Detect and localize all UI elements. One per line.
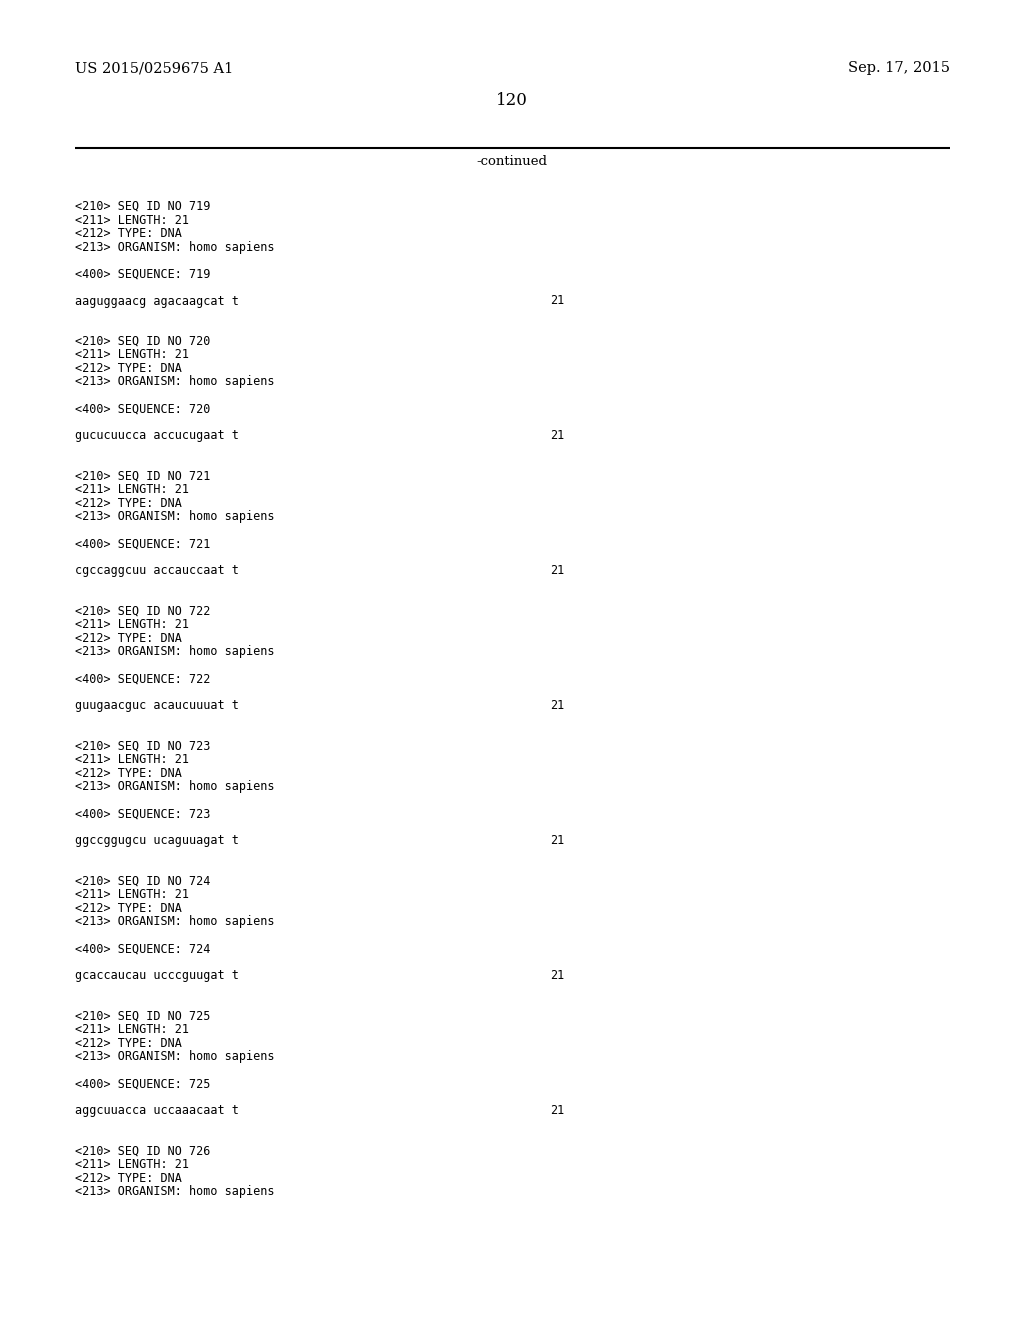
Text: ggccggugcu ucaguuagat t: ggccggugcu ucaguuagat t (75, 834, 239, 847)
Text: <213> ORGANISM: homo sapiens: <213> ORGANISM: homo sapiens (75, 240, 274, 253)
Text: <210> SEQ ID NO 724: <210> SEQ ID NO 724 (75, 875, 210, 888)
Text: <212> TYPE: DNA: <212> TYPE: DNA (75, 362, 182, 375)
Text: <213> ORGANISM: homo sapiens: <213> ORGANISM: homo sapiens (75, 1051, 274, 1064)
Text: 21: 21 (550, 969, 564, 982)
Text: <210> SEQ ID NO 725: <210> SEQ ID NO 725 (75, 1010, 210, 1023)
Text: <213> ORGANISM: homo sapiens: <213> ORGANISM: homo sapiens (75, 916, 274, 928)
Text: gcaccaucau ucccguugat t: gcaccaucau ucccguugat t (75, 969, 239, 982)
Text: <211> LENGTH: 21: <211> LENGTH: 21 (75, 483, 189, 496)
Text: <210> SEQ ID NO 726: <210> SEQ ID NO 726 (75, 1144, 210, 1158)
Text: <400> SEQUENCE: 723: <400> SEQUENCE: 723 (75, 808, 210, 821)
Text: <212> TYPE: DNA: <212> TYPE: DNA (75, 498, 182, 510)
Text: <212> TYPE: DNA: <212> TYPE: DNA (75, 1172, 182, 1185)
Text: Sep. 17, 2015: Sep. 17, 2015 (848, 61, 950, 75)
Text: <211> LENGTH: 21: <211> LENGTH: 21 (75, 348, 189, 362)
Text: <210> SEQ ID NO 721: <210> SEQ ID NO 721 (75, 470, 210, 483)
Text: <211> LENGTH: 21: <211> LENGTH: 21 (75, 754, 189, 767)
Text: <213> ORGANISM: homo sapiens: <213> ORGANISM: homo sapiens (75, 780, 274, 793)
Text: 21: 21 (550, 834, 564, 847)
Text: <212> TYPE: DNA: <212> TYPE: DNA (75, 1038, 182, 1049)
Text: <212> TYPE: DNA: <212> TYPE: DNA (75, 227, 182, 240)
Text: aggcuuacca uccaaacaat t: aggcuuacca uccaaacaat t (75, 1105, 239, 1118)
Text: <213> ORGANISM: homo sapiens: <213> ORGANISM: homo sapiens (75, 1185, 274, 1199)
Text: 21: 21 (550, 294, 564, 308)
Text: <400> SEQUENCE: 722: <400> SEQUENCE: 722 (75, 672, 210, 685)
Text: aaguggaacg agacaagcat t: aaguggaacg agacaagcat t (75, 294, 239, 308)
Text: <211> LENGTH: 21: <211> LENGTH: 21 (75, 1023, 189, 1036)
Text: cgccaggcuu accauccaat t: cgccaggcuu accauccaat t (75, 565, 239, 577)
Text: <213> ORGANISM: homo sapiens: <213> ORGANISM: homo sapiens (75, 645, 274, 659)
Text: <210> SEQ ID NO 723: <210> SEQ ID NO 723 (75, 741, 210, 752)
Text: <211> LENGTH: 21: <211> LENGTH: 21 (75, 214, 189, 227)
Text: gucucuucca accucugaat t: gucucuucca accucugaat t (75, 429, 239, 442)
Text: <211> LENGTH: 21: <211> LENGTH: 21 (75, 888, 189, 902)
Text: 21: 21 (550, 700, 564, 713)
Text: <400> SEQUENCE: 724: <400> SEQUENCE: 724 (75, 942, 210, 956)
Text: <213> ORGANISM: homo sapiens: <213> ORGANISM: homo sapiens (75, 511, 274, 524)
Text: <211> LENGTH: 21: <211> LENGTH: 21 (75, 1159, 189, 1171)
Text: <210> SEQ ID NO 719: <210> SEQ ID NO 719 (75, 201, 210, 213)
Text: <213> ORGANISM: homo sapiens: <213> ORGANISM: homo sapiens (75, 375, 274, 388)
Text: 21: 21 (550, 429, 564, 442)
Text: <211> LENGTH: 21: <211> LENGTH: 21 (75, 619, 189, 631)
Text: <212> TYPE: DNA: <212> TYPE: DNA (75, 767, 182, 780)
Text: US 2015/0259675 A1: US 2015/0259675 A1 (75, 61, 233, 75)
Text: guugaacguc acaucuuuat t: guugaacguc acaucuuuat t (75, 700, 239, 713)
Text: <400> SEQUENCE: 725: <400> SEQUENCE: 725 (75, 1077, 210, 1090)
Text: <212> TYPE: DNA: <212> TYPE: DNA (75, 632, 182, 645)
Text: <212> TYPE: DNA: <212> TYPE: DNA (75, 902, 182, 915)
Text: -continued: -continued (476, 154, 548, 168)
Text: 21: 21 (550, 1105, 564, 1118)
Text: <400> SEQUENCE: 719: <400> SEQUENCE: 719 (75, 268, 210, 281)
Text: 120: 120 (496, 92, 528, 110)
Text: <400> SEQUENCE: 720: <400> SEQUENCE: 720 (75, 403, 210, 416)
Text: <210> SEQ ID NO 722: <210> SEQ ID NO 722 (75, 605, 210, 618)
Text: <400> SEQUENCE: 721: <400> SEQUENCE: 721 (75, 537, 210, 550)
Text: <210> SEQ ID NO 720: <210> SEQ ID NO 720 (75, 335, 210, 348)
Text: 21: 21 (550, 565, 564, 577)
